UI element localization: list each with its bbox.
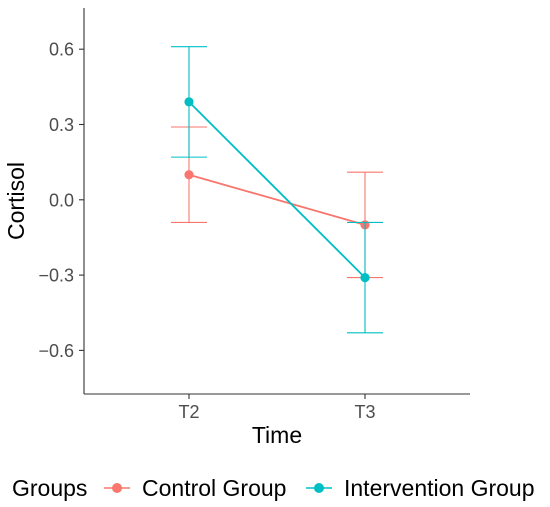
legend: Groups Control Group Intervention Group <box>12 475 535 501</box>
y-axis-title: Cortisol <box>3 162 29 240</box>
data-point <box>184 97 194 107</box>
y-tick-label: −0.6 <box>38 341 74 361</box>
legend-item-control: Control Group <box>104 475 286 501</box>
series-intervention <box>171 46 383 334</box>
series-line <box>188 173 366 226</box>
legend-title: Groups <box>12 475 87 501</box>
plot-panel <box>83 8 470 395</box>
x-ticks: T2 T3 <box>178 394 376 422</box>
legend-item-intervention: Intervention Group <box>306 475 535 501</box>
legend-label-control: Control Group <box>142 475 286 501</box>
y-tick-label: 0.6 <box>49 40 74 60</box>
x-axis-title: Time <box>252 422 302 448</box>
series-layer <box>171 46 383 334</box>
legend-key-point-intervention <box>314 483 324 493</box>
legend-label-intervention: Intervention Group <box>344 475 535 501</box>
x-tick-label: T3 <box>354 402 375 422</box>
y-tick-label: −0.3 <box>38 266 74 286</box>
y-tick-label: 0.3 <box>49 115 74 135</box>
data-point <box>184 170 194 180</box>
legend-key-point-control <box>112 483 122 493</box>
x-tick-label: T2 <box>178 402 199 422</box>
data-point <box>360 273 370 283</box>
y-ticks: −0.6 −0.3 0.0 0.3 0.6 <box>38 40 84 361</box>
series-line <box>188 101 366 279</box>
y-tick-label: 0.0 <box>49 190 74 210</box>
series-control <box>171 126 383 279</box>
